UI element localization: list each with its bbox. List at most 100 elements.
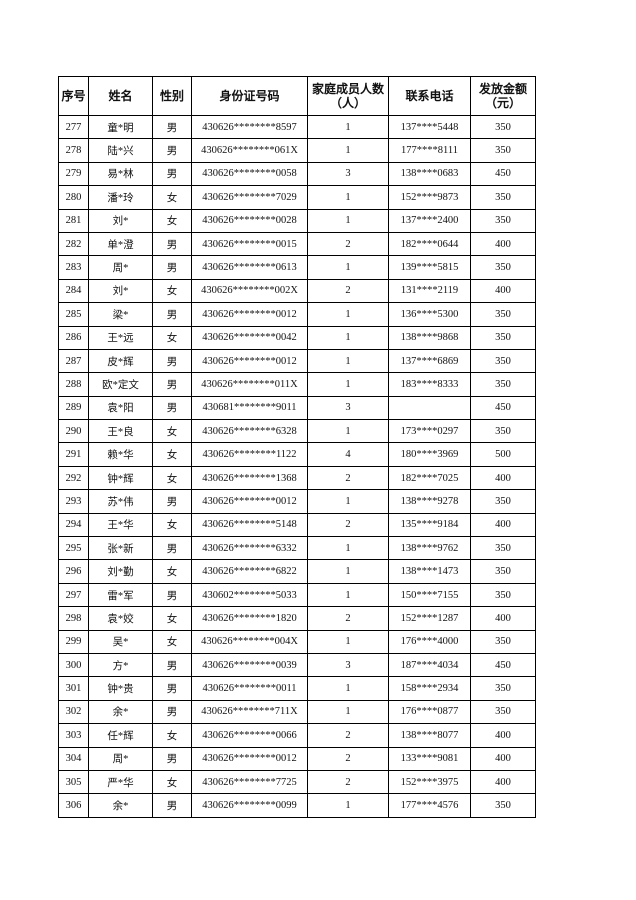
table-cell: 350 [470,208,536,233]
table-cell: 138****9762 [388,536,471,561]
table-cell: 男 [152,255,192,280]
table-cell: 男 [152,372,192,397]
table-cell: 男 [152,348,192,374]
table-row: 277 童*明男 430626********8597 1 137****5448 350 [58,114,536,140]
table-cell: 304 [58,746,89,771]
table-cell: 430626********711X [191,699,308,725]
table-cell: 男 [152,231,192,257]
table-cell: 女 [152,185,192,210]
table-cell: 刘* [88,278,153,304]
table-cell: 303 [58,723,89,748]
table-cell: 430681********9011 [191,395,308,421]
table-cell: 305 [58,769,89,795]
table-cell: 350 [470,676,536,701]
table-cell: 吴* [88,629,153,654]
table-cell: 女 [152,442,192,467]
table-cell: 400 [470,465,536,491]
table-cell: 周* [88,746,153,771]
table-cell: 男 [152,395,192,421]
table-cell: 430626********0011 [191,676,308,701]
table-cell: 350 [470,255,536,280]
table-cell: 400 [470,746,536,771]
table-cell: 男 [152,793,192,818]
table-cell: 1 [307,208,389,233]
table-cell: 王*远 [88,325,153,350]
table-cell: 方* [88,652,153,678]
table-cell: 1 [307,348,389,374]
table-cell: 350 [470,629,536,654]
table-cell: 281 [58,208,89,233]
table-cell: 500 [470,442,536,467]
table-cell: 282 [58,231,89,257]
table-cell: 2 [307,606,389,631]
header-cell: 联系电话 [388,76,471,116]
table-cell: 余* [88,699,153,725]
table-cell: 430626********1122 [191,442,308,467]
table-row: 297 雷*军男 430602********5033 1 150****7155 350 [58,582,536,608]
table-cell: 女 [152,629,192,654]
table-cell: 287 [58,348,89,374]
table-cell: 袁*阳 [88,395,153,421]
table-cell: 430626********011X [191,372,308,397]
table-cell: 1 [307,489,389,514]
table-cell: 梁* [88,302,153,327]
table-cell: 女 [152,325,192,350]
table-cell: 296 [58,559,89,584]
table-cell: 男 [152,302,192,327]
table-cell: 欧*定文 [88,372,153,397]
table-row: 278 陆*兴男 430626********061X 1 177****8111 350 [58,138,536,163]
table-cell: 152****9873 [388,185,471,210]
table-cell: 1 [307,372,389,397]
table-cell: 易*林 [88,161,153,187]
table-cell: 138****0683 [388,161,471,187]
table-cell: 301 [58,676,89,701]
table-cell: 1 [307,582,389,608]
table-cell: 300 [58,652,89,678]
header-cell: 身份证号码 [191,76,308,116]
table-cell: 2 [307,465,389,491]
header-cell: 姓名 [88,76,153,116]
table-cell: 350 [470,536,536,561]
table-cell: 皮*辉 [88,348,153,374]
table-cell: 298 [58,606,89,631]
table-cell: 283 [58,255,89,280]
table-cell: 2 [307,512,389,538]
table-cell: 430626********002X [191,278,308,304]
table-cell: 400 [470,606,536,631]
table-cell: 1 [307,559,389,584]
table-cell: 150****7155 [388,582,471,608]
table-row: 283 周* 男 430626********0613 1 139****5815 350 [58,255,536,280]
table-cell: 430626********6328 [191,419,308,444]
table-cell: 139****5815 [388,255,471,280]
table-cell: 女 [152,278,192,304]
table-cell: 430626********0042 [191,325,308,350]
table-cell: 刘* [88,208,153,233]
table-cell: 158****2934 [388,676,471,701]
table-cell: 400 [470,231,536,257]
table-row: 300 方* 男 430626********0039 3 187****4034 450 [58,652,536,678]
table-cell: 152****1287 [388,606,471,631]
table-cell: 男 [152,699,192,725]
table-cell: 137****2400 [388,208,471,233]
table-cell: 180****3969 [388,442,471,467]
table-cell: 2 [307,723,389,748]
table-row: 288 欧*定文男 430626********011X 1 183****8333 35… [58,372,536,397]
table-row: 280 潘*玲女 430626********7029 1 152****9873 350 [58,185,536,210]
table-cell: 294 [58,512,89,538]
table-cell: 1 [307,536,389,561]
table-cell: 3 [307,395,389,421]
table-cell: 152****3975 [388,769,471,795]
table-cell: 400 [470,512,536,538]
table-cell: 450 [470,395,536,421]
table-cell [388,395,471,421]
table-cell: 童*明 [88,114,153,140]
table-cell: 赖*华 [88,442,153,467]
table-cell: 133****9081 [388,746,471,771]
table-cell: 男 [152,746,192,771]
table-cell: 450 [470,652,536,678]
table-cell: 430626********0613 [191,255,308,280]
table-cell: 430626********0012 [191,348,308,374]
table-cell: 430626********004X [191,629,308,654]
table-cell: 430626********5148 [191,512,308,538]
table-cell: 430626********0099 [191,793,308,818]
